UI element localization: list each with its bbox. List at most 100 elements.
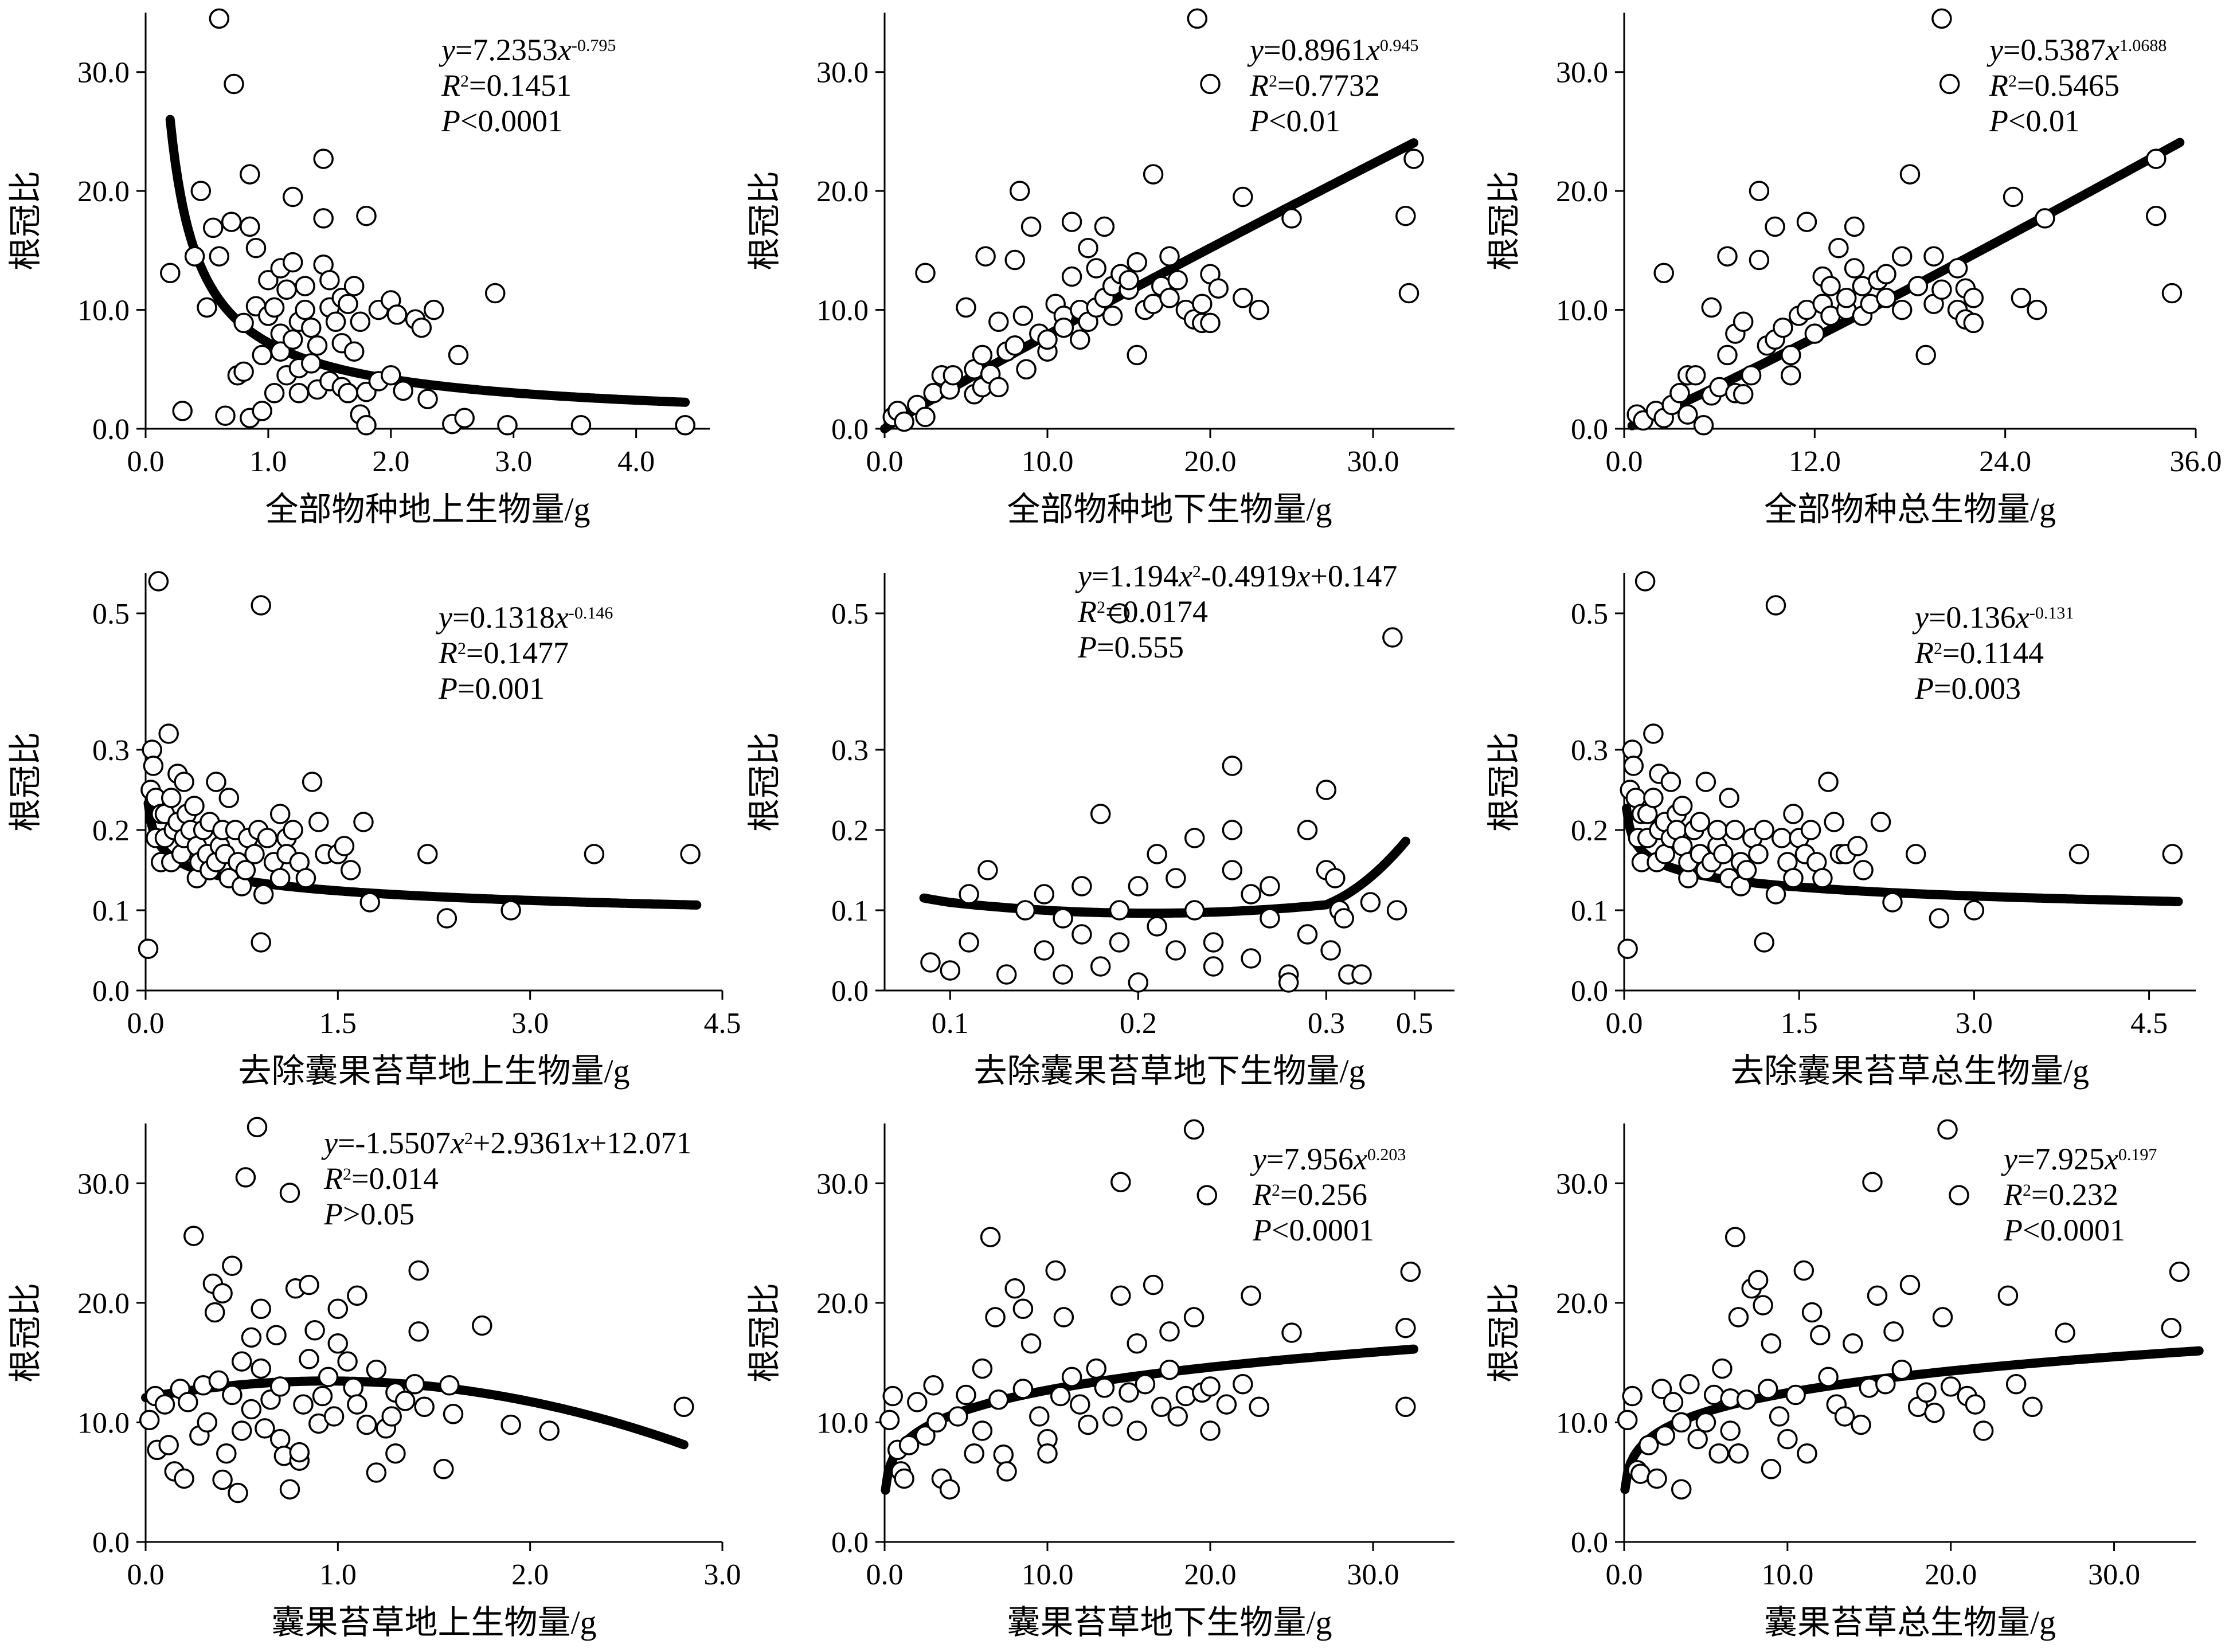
data-point — [1187, 8, 1208, 29]
data-point — [1200, 73, 1221, 95]
data-point — [1143, 164, 1164, 185]
data-point — [1964, 900, 1985, 921]
data-point — [1701, 297, 1722, 318]
data-point — [1159, 1321, 1180, 1342]
data-point — [417, 844, 438, 864]
data-point — [1159, 1359, 1180, 1380]
data-point — [1883, 1321, 1904, 1342]
data-point — [269, 1428, 291, 1450]
annotation-part: x — [1178, 559, 1192, 593]
data-point — [1713, 844, 1734, 864]
annotation-part: P — [1989, 104, 2008, 138]
data-point — [251, 932, 271, 953]
data-point — [1923, 246, 1944, 267]
data-point — [1360, 892, 1381, 913]
data-point — [1708, 1443, 1729, 1464]
data-point — [943, 365, 964, 386]
annotation-part: =0.7732 — [1277, 68, 1380, 103]
annotation-part: >0.05 — [343, 1197, 414, 1231]
annotation-part: <0.01 — [2008, 104, 2080, 138]
x-tick-label: 30.0 — [1347, 445, 1399, 478]
data-point — [1127, 1333, 1147, 1354]
annotation-part: R — [1249, 68, 1269, 103]
annotation-part: 2 — [2023, 1181, 2031, 1200]
data-point — [1070, 329, 1090, 350]
data-point — [1200, 312, 1221, 334]
data-point — [1905, 844, 1926, 864]
data-point — [381, 1406, 402, 1427]
data-point — [2162, 844, 2183, 864]
data-point — [356, 205, 377, 226]
data-point — [282, 329, 303, 350]
x-tick-label: 0.0 — [1606, 1007, 1643, 1040]
data-point — [264, 297, 285, 318]
data-point — [251, 595, 271, 616]
data-point — [1836, 288, 1857, 308]
annotation-eq: y=-1.5507x2+2.9361x+12.071 — [321, 1126, 692, 1160]
annotation-part: R — [2003, 1177, 2023, 1212]
y-tick-label: 0.5 — [92, 598, 130, 631]
data-point — [915, 263, 936, 284]
data-point — [1728, 1307, 1749, 1328]
data-point — [1810, 1325, 1831, 1345]
data-point — [258, 269, 279, 291]
data-point — [993, 1444, 1014, 1465]
y-tick-label: 0.1 — [831, 895, 869, 927]
data-point — [454, 408, 475, 429]
data-point — [915, 1425, 936, 1446]
data-point — [1320, 940, 1341, 961]
annotation-part: x — [2104, 1142, 2118, 1176]
data-point — [1110, 1285, 1131, 1306]
data-point — [985, 1307, 1006, 1328]
data-point — [1222, 755, 1243, 776]
data-point — [1875, 1373, 1896, 1395]
annotation-part: y — [1247, 33, 1264, 67]
annotation-eq: y=0.8961x0.945 — [1247, 33, 1418, 67]
data-point — [338, 383, 358, 404]
data-point — [283, 820, 303, 840]
x-tick-label: 0.0 — [127, 1007, 165, 1040]
data-point — [539, 1420, 560, 1441]
data-point — [1260, 876, 1280, 897]
data-point — [1072, 924, 1092, 945]
data-point — [1847, 836, 1868, 856]
x-tick-label: 30.0 — [2088, 1559, 2140, 1591]
data-point — [1012, 1298, 1034, 1320]
data-point — [1820, 276, 1841, 296]
annotation-part: y — [439, 33, 455, 67]
data-point — [222, 1384, 243, 1406]
data-point — [920, 952, 941, 973]
annotation-part: y — [1250, 1142, 1266, 1176]
y-tick-label: 0.0 — [831, 975, 869, 1008]
data-point — [139, 1410, 160, 1431]
data-point — [1634, 571, 1656, 592]
annotation-part: x — [1296, 559, 1310, 593]
data-point — [1281, 208, 1302, 229]
x-tick-label: 20.0 — [1184, 1559, 1237, 1591]
annotation-part: x — [1366, 33, 1380, 67]
data-point — [907, 1392, 928, 1412]
data-point — [1222, 820, 1243, 840]
x-tick-label: 0.0 — [866, 1559, 904, 1591]
y-axis-title: 根冠比 — [746, 1283, 783, 1383]
y-tick-label: 10.0 — [816, 295, 869, 327]
annotation-part: +0.147 — [1310, 559, 1397, 593]
annotation-part: =0.256 — [1280, 1177, 1367, 1212]
annotation-part: 1.0688 — [2119, 36, 2167, 55]
data-point — [216, 1443, 237, 1464]
annotation-part: R — [1077, 594, 1097, 629]
annotation-part: 2 — [457, 639, 466, 658]
annotation-p: P=0.003 — [1914, 671, 2021, 706]
data-point — [2146, 205, 2167, 226]
data-point — [178, 1392, 198, 1412]
data-point — [366, 1462, 387, 1483]
data-point — [251, 1358, 271, 1379]
x-tick-label: 0.0 — [866, 445, 904, 478]
data-point — [1192, 293, 1213, 314]
data-point — [1622, 1385, 1643, 1407]
data-point — [319, 269, 340, 291]
data-point — [1660, 772, 1681, 792]
data-point — [343, 1377, 363, 1398]
data-point — [1015, 900, 1036, 921]
